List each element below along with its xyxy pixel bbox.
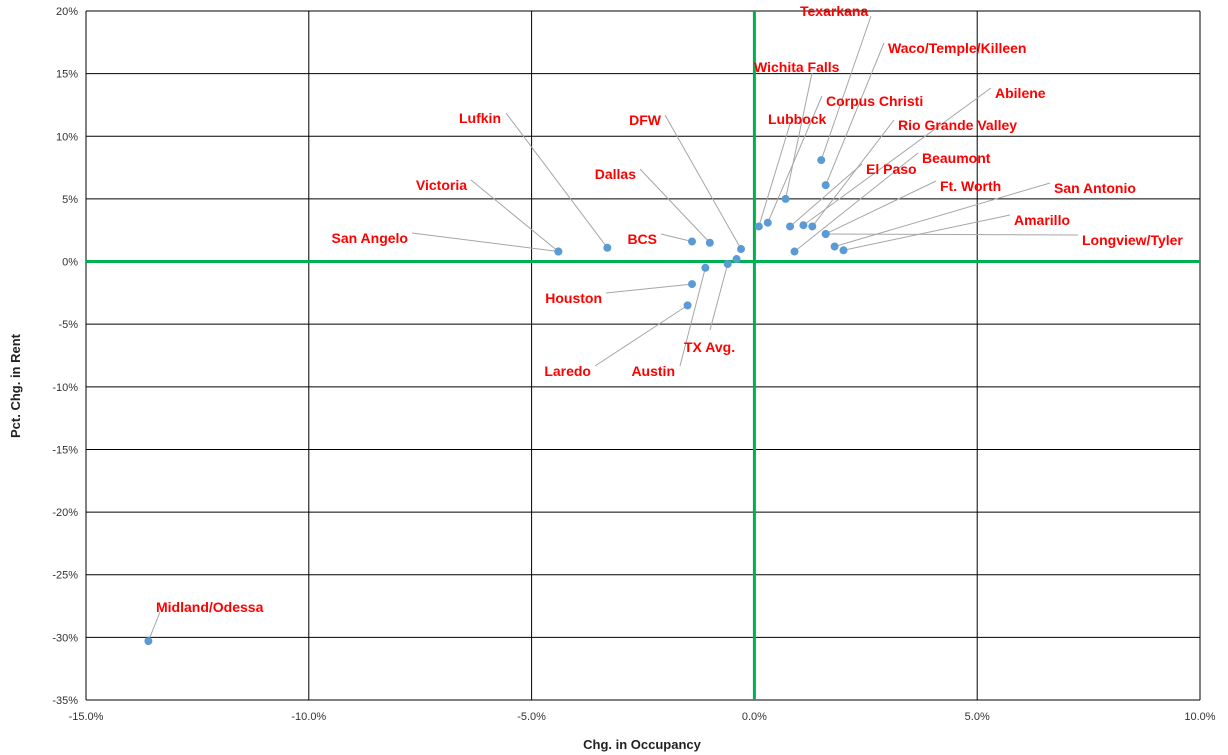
leader-line bbox=[820, 15, 872, 161]
tick-labels: -35% -30% -25% -20% -15% -10% -5% 0% 5% 10% 15% 20%… bbox=[52, 6, 1215, 723]
leader-line bbox=[605, 283, 693, 294]
y-tick-label: 20% bbox=[56, 6, 78, 18]
leader-line bbox=[709, 263, 729, 331]
point-label: Ft. Worth bbox=[940, 178, 1001, 194]
data-point bbox=[808, 222, 817, 231]
data-point bbox=[688, 237, 697, 246]
leader-line bbox=[785, 72, 813, 200]
point-label: TX Avg. bbox=[684, 339, 735, 355]
y-tick-label: -5% bbox=[58, 319, 78, 331]
leader-line bbox=[789, 163, 863, 227]
point-label: Austin bbox=[631, 363, 675, 379]
y-tick-label: -15% bbox=[52, 444, 78, 456]
point-label: Houston bbox=[545, 290, 602, 306]
leader-line bbox=[843, 214, 1011, 251]
leader-line bbox=[825, 42, 885, 186]
point-label: Amarillo bbox=[1014, 212, 1070, 228]
leader-line bbox=[594, 304, 688, 367]
data-point bbox=[603, 243, 612, 252]
data-point bbox=[701, 263, 710, 272]
x-tick-label: 0.0% bbox=[742, 711, 767, 723]
data-point bbox=[723, 260, 732, 269]
data-point bbox=[799, 221, 808, 230]
leader-line bbox=[825, 233, 1079, 236]
y-tick-label: -10% bbox=[52, 382, 78, 394]
point-label: Abilene bbox=[995, 85, 1046, 101]
leader-line bbox=[767, 95, 823, 223]
y-axis-title: Pct. Chg. in Rent bbox=[8, 333, 23, 438]
point-label: Texarkana bbox=[800, 3, 868, 19]
leader-line bbox=[664, 114, 742, 250]
data-points bbox=[144, 156, 848, 646]
leader-line bbox=[794, 152, 919, 252]
grid bbox=[85, 10, 1201, 701]
point-label: Laredo bbox=[544, 363, 591, 379]
leader-line bbox=[147, 611, 161, 642]
point-label: Dallas bbox=[595, 166, 636, 182]
data-point bbox=[554, 247, 563, 256]
data-point bbox=[790, 247, 799, 256]
y-tick-label: -20% bbox=[52, 507, 78, 519]
x-tick-label: 10.0% bbox=[1184, 711, 1215, 723]
x-tick-label: -10.0% bbox=[291, 711, 326, 723]
x-tick-label: -5.0% bbox=[517, 711, 546, 723]
y-tick-label: 0% bbox=[62, 257, 78, 269]
leader-line bbox=[679, 267, 706, 367]
data-point bbox=[786, 222, 795, 231]
data-point bbox=[839, 246, 848, 255]
point-label: Lufkin bbox=[459, 110, 501, 126]
point-label: BCS bbox=[627, 231, 657, 247]
data-point bbox=[683, 301, 692, 310]
y-tick-label: -30% bbox=[52, 632, 78, 644]
leader-line bbox=[411, 232, 559, 253]
zero-axes bbox=[86, 11, 1200, 700]
point-label: Corpus Christi bbox=[826, 93, 923, 109]
data-point bbox=[763, 218, 772, 227]
point-label: Victoria bbox=[416, 177, 467, 193]
point-label: Lubbock bbox=[768, 111, 827, 127]
data-point bbox=[781, 194, 790, 203]
point-label: San Antonio bbox=[1054, 180, 1136, 196]
leader-line bbox=[505, 112, 608, 249]
point-label: Midland/Odessa bbox=[156, 599, 264, 615]
leader-lines bbox=[147, 15, 1079, 642]
data-point bbox=[144, 637, 153, 646]
leader-line bbox=[758, 123, 791, 227]
point-label: Beaumont bbox=[922, 150, 991, 166]
y-tick-label: 5% bbox=[62, 194, 78, 206]
data-point bbox=[737, 245, 746, 254]
data-point bbox=[821, 229, 830, 238]
data-point bbox=[705, 238, 714, 247]
point-label: Waco/Temple/Killeen bbox=[888, 40, 1026, 56]
x-axis-title: Chg. in Occupancy bbox=[583, 737, 702, 752]
x-tick-label: 5.0% bbox=[965, 711, 990, 723]
data-point bbox=[817, 156, 826, 165]
leader-line bbox=[639, 168, 711, 244]
leader-line bbox=[803, 87, 992, 226]
point-label: DFW bbox=[629, 112, 662, 128]
point-label: San Angelo bbox=[332, 230, 409, 246]
data-point bbox=[688, 280, 697, 289]
leader-line bbox=[470, 179, 559, 252]
data-point bbox=[821, 181, 830, 190]
y-tick-label: -25% bbox=[52, 570, 78, 582]
y-tick-label: 15% bbox=[56, 69, 78, 81]
leader-line bbox=[660, 233, 693, 242]
x-tick-label: -15.0% bbox=[69, 711, 104, 723]
point-label: El Paso bbox=[866, 161, 917, 177]
y-tick-label: -35% bbox=[52, 695, 78, 707]
data-point bbox=[754, 222, 763, 231]
point-labels: Texarkana Waco/Temple/Killeen Wichita Fall… bbox=[156, 3, 1183, 615]
data-point bbox=[732, 255, 741, 264]
y-tick-label: 10% bbox=[56, 131, 78, 143]
point-label: Rio Grande Valley bbox=[898, 117, 1017, 133]
leader-line bbox=[811, 119, 895, 227]
point-label: Longview/Tyler bbox=[1082, 232, 1183, 248]
leader-line bbox=[825, 180, 937, 235]
point-label: Wichita Falls bbox=[754, 59, 840, 75]
leader-line bbox=[834, 182, 1051, 247]
data-point bbox=[830, 242, 839, 251]
